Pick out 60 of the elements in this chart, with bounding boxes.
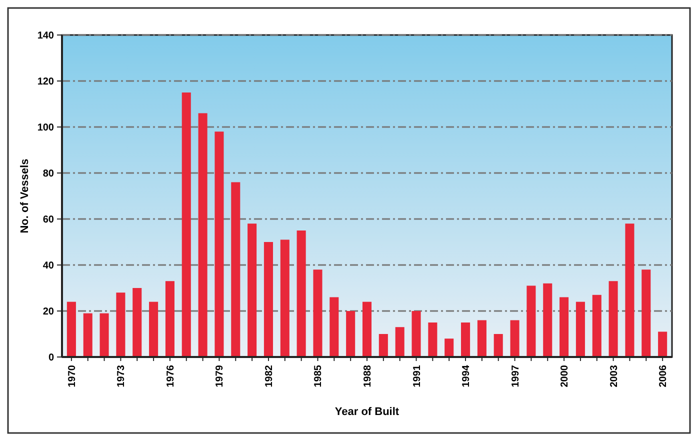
- bar: [362, 302, 372, 357]
- y-tick-label: 120: [37, 76, 54, 88]
- bar: [330, 297, 339, 357]
- bar: [543, 283, 552, 357]
- x-tick-label: 1976: [165, 364, 176, 388]
- y-tick-label: 0: [48, 352, 54, 364]
- x-tick-label: 1985: [313, 364, 324, 388]
- bar: [444, 338, 454, 357]
- bar: [560, 297, 569, 357]
- y-tick-label: 60: [42, 214, 54, 226]
- bar: [642, 270, 651, 357]
- bar: [231, 182, 240, 357]
- bar: [428, 322, 438, 357]
- x-tick-label: 1973: [116, 364, 128, 388]
- bar: [461, 322, 470, 357]
- bar: [280, 240, 290, 357]
- bar: [313, 270, 322, 357]
- bar: [576, 302, 585, 357]
- y-tick-label: 20: [42, 306, 54, 318]
- bar: [165, 281, 174, 357]
- bar: [214, 132, 224, 357]
- bar: [346, 311, 356, 357]
- bar: [625, 224, 634, 357]
- y-tick-label: 140: [37, 30, 54, 42]
- bar: [477, 320, 486, 357]
- bar: [198, 113, 208, 357]
- bar: [116, 292, 126, 357]
- bar: [100, 313, 109, 357]
- bar: [412, 311, 421, 357]
- bar: [510, 320, 520, 357]
- bar: [296, 230, 306, 357]
- bar: [526, 286, 536, 357]
- x-tick-label: 1970: [66, 364, 78, 388]
- bar: [264, 242, 273, 357]
- x-axis-title: Year of Built: [334, 406, 400, 418]
- y-tick-label: 40: [42, 260, 54, 272]
- bar: [395, 327, 404, 357]
- bar: [149, 302, 158, 357]
- y-tick-label: 80: [42, 168, 54, 180]
- bar: [132, 288, 142, 357]
- x-tick-label: 1988: [362, 364, 374, 388]
- x-tick-label: 1982: [264, 364, 275, 388]
- x-tick-label: 2000: [560, 364, 571, 388]
- bar: [66, 302, 76, 357]
- x-tick-label: 2003: [608, 364, 620, 388]
- bar: [494, 334, 503, 357]
- x-tick-label: 1994: [461, 364, 472, 388]
- bar: [592, 294, 602, 357]
- bar: [248, 224, 257, 357]
- x-tick-label: 1991: [412, 364, 423, 388]
- y-tick-label: 100: [37, 122, 54, 134]
- x-tick-label: 1997: [510, 364, 522, 388]
- bar: [182, 92, 191, 357]
- x-tick-label: 2006: [658, 364, 670, 388]
- bar: [608, 281, 618, 357]
- y-axis-title: No. of Vessels: [19, 158, 31, 234]
- bar: [83, 313, 92, 357]
- bar: [658, 332, 668, 357]
- x-tick-label: 1979: [214, 364, 226, 388]
- bar: [378, 334, 388, 357]
